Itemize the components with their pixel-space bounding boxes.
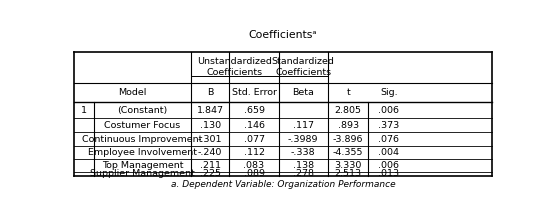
Text: Coefficientsᵃ: Coefficientsᵃ — [248, 30, 317, 40]
Text: .146: .146 — [243, 121, 264, 130]
Text: .083: .083 — [243, 161, 264, 170]
Text: -.3989: -.3989 — [288, 135, 319, 144]
Text: .211: .211 — [200, 161, 221, 170]
Text: .117: .117 — [293, 121, 314, 130]
Text: .006: .006 — [378, 105, 399, 115]
Text: .893: .893 — [338, 121, 359, 130]
Text: .112: .112 — [243, 148, 264, 157]
Text: -.338: -.338 — [291, 148, 316, 157]
Text: t: t — [346, 88, 350, 97]
Text: a. Dependent Variable: Organization Performance: a. Dependent Variable: Organization Perf… — [171, 180, 395, 189]
Text: 2.805: 2.805 — [335, 105, 362, 115]
Text: Std. Error: Std. Error — [231, 88, 277, 97]
Text: -.240: -.240 — [198, 148, 222, 157]
Text: .278: .278 — [293, 169, 314, 178]
Text: .138: .138 — [293, 161, 314, 170]
Text: .130: .130 — [200, 121, 221, 130]
Text: 1: 1 — [81, 105, 87, 115]
Text: .373: .373 — [378, 121, 400, 130]
Text: Supplier Management: Supplier Management — [90, 169, 195, 178]
Text: .089: .089 — [243, 169, 264, 178]
Text: Beta: Beta — [292, 88, 314, 97]
Text: .013: .013 — [378, 169, 399, 178]
Text: .004: .004 — [378, 148, 399, 157]
Text: B: B — [207, 88, 214, 97]
Text: -4.355: -4.355 — [333, 148, 363, 157]
Text: .225: .225 — [200, 169, 221, 178]
Text: Costumer Focus: Costumer Focus — [104, 121, 181, 130]
Text: 1.847: 1.847 — [197, 105, 224, 115]
Text: 2.513: 2.513 — [335, 169, 362, 178]
Text: Unstandardized
Coefficients: Unstandardized Coefficients — [197, 57, 272, 78]
Text: Standardized
Coefficients: Standardized Coefficients — [272, 57, 335, 78]
Text: .077: .077 — [243, 135, 264, 144]
Text: Employee Involvement: Employee Involvement — [88, 148, 197, 157]
Text: .006: .006 — [378, 161, 399, 170]
Text: -3.896: -3.896 — [333, 135, 363, 144]
Text: 3.330: 3.330 — [335, 161, 362, 170]
Text: .659: .659 — [243, 105, 264, 115]
Text: Top Management: Top Management — [102, 161, 183, 170]
Text: Sig.: Sig. — [380, 88, 397, 97]
Text: Model: Model — [118, 88, 147, 97]
Text: -.301: -.301 — [198, 135, 222, 144]
Text: (Constant): (Constant) — [117, 105, 167, 115]
Text: .076: .076 — [378, 135, 399, 144]
Text: Continuous Improvement: Continuous Improvement — [82, 135, 203, 144]
